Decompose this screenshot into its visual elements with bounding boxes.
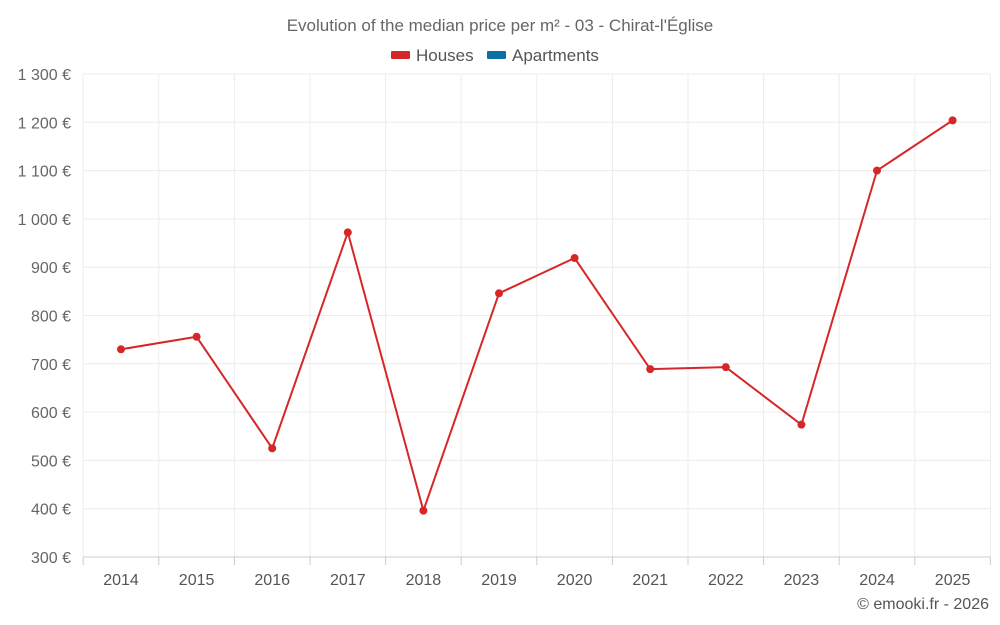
- x-tick-label: 2018: [406, 572, 442, 589]
- y-tick-label: 900 €: [31, 260, 71, 277]
- data-point-houses-2022[interactable]: [721, 363, 730, 372]
- y-tick-label: 400 €: [31, 502, 71, 519]
- y-tick-label: 300 €: [31, 550, 71, 567]
- legend-item-houses[interactable]: Houses: [391, 46, 474, 65]
- y-tick-label: 1 100 €: [18, 164, 71, 181]
- legend: Houses Apartments: [391, 46, 599, 65]
- data-point-houses-2025[interactable]: [948, 116, 957, 125]
- y-tick-label: 1 300 €: [18, 67, 71, 84]
- data-point-houses-2018[interactable]: [419, 506, 428, 515]
- x-tick-label: 2020: [557, 572, 593, 589]
- credit-text: © emooki.fr - 2026: [857, 596, 989, 613]
- y-tick-label: 1 000 €: [18, 212, 71, 229]
- x-tick-label: 2025: [935, 572, 971, 589]
- data-point-houses-2020[interactable]: [570, 254, 579, 263]
- x-tick-label: 2019: [481, 572, 517, 589]
- legend-swatch-houses: [391, 51, 410, 59]
- series-houses: [117, 116, 957, 515]
- x-tick-label: 2021: [632, 572, 668, 589]
- series-line-houses: [120, 119, 954, 512]
- data-point-houses-2021[interactable]: [646, 365, 655, 374]
- x-tick-label: 2022: [708, 572, 744, 589]
- legend-label-houses: Houses: [416, 46, 474, 65]
- x-tick-label: 2023: [784, 572, 820, 589]
- x-tick-label: 2014: [103, 572, 139, 589]
- data-point-houses-2023[interactable]: [797, 420, 806, 429]
- y-axis-ticks: 300 € 400 € 500 € 600 € 700 € 800 € 900 € 1 000…: [18, 67, 71, 567]
- x-axis-ticks: 2014 2015 2016 2017 2018 2019 2020 2021 2022 2023…: [82, 557, 991, 589]
- data-point-houses-2019[interactable]: [495, 289, 503, 298]
- legend-item-apartments[interactable]: Apartments: [487, 46, 599, 65]
- x-tick-label: 2017: [330, 572, 366, 589]
- data-point-houses-2024[interactable]: [873, 166, 881, 175]
- data-point-houses-2014[interactable]: [117, 345, 125, 354]
- legend-label-apartments: Apartments: [512, 46, 599, 65]
- legend-swatch-apartments: [487, 51, 506, 59]
- x-tick-label: 2015: [179, 572, 215, 589]
- y-tick-label: 600 €: [31, 405, 71, 422]
- y-tick-label: 800 €: [31, 309, 71, 326]
- y-tick-label: 1 200 €: [18, 115, 71, 132]
- data-point-houses-2015[interactable]: [192, 332, 201, 341]
- chart-title: Evolution of the median price per m² - 0…: [287, 16, 714, 35]
- data-point-houses-2017[interactable]: [343, 228, 352, 237]
- x-tick-label: 2016: [254, 572, 290, 589]
- x-tick-label: 2024: [859, 572, 895, 589]
- x-gridlines: [82, 74, 991, 557]
- y-tick-label: 500 €: [31, 453, 71, 470]
- y-tick-label: 700 €: [31, 357, 71, 374]
- data-point-houses-2016[interactable]: [268, 444, 277, 453]
